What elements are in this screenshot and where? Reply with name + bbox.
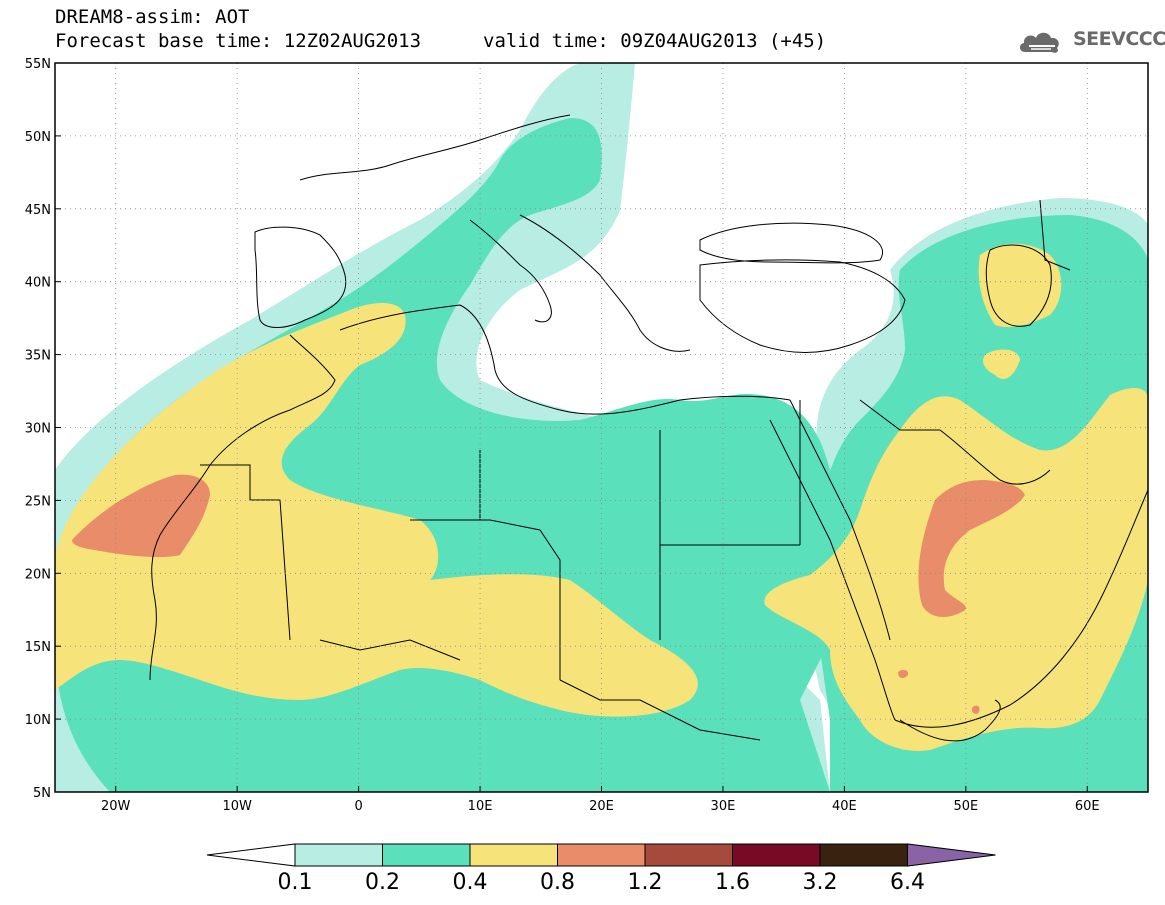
- colorbar-label: 0.4: [452, 870, 488, 895]
- lat-tick-label: 55N: [25, 57, 51, 72]
- colorbar-swatch: [382, 843, 471, 867]
- lon-tick-label: 30E: [711, 799, 736, 814]
- lat-tick-label: 40N: [25, 276, 51, 291]
- aot-level-0.4: [55, 243, 1148, 751]
- lat-tick-label: 20N: [25, 567, 51, 582]
- valid-time: valid time: 09Z04AUG2013 (+45): [483, 30, 827, 52]
- colorbar-swatch: [557, 843, 646, 867]
- colorbar-swatch: [469, 843, 558, 867]
- lon-tick-label: 50E: [953, 799, 978, 814]
- logo-text: SEEVCCC: [1073, 28, 1165, 50]
- cloud-icon: [1019, 32, 1059, 53]
- colorbar-label: 0.8: [540, 870, 575, 895]
- lat-tick-label: 10N: [25, 713, 51, 728]
- grid-lines: [55, 63, 1148, 792]
- lon-tick-label: 10E: [468, 799, 493, 814]
- colorbar-swatch: [819, 843, 908, 867]
- colorbar-label: 3.2: [802, 870, 838, 895]
- lon-tick-label: 60E: [1075, 799, 1100, 814]
- lon-tick-label: 40E: [832, 799, 857, 814]
- colorbar-arrow-high: [907, 843, 996, 867]
- colorbar-label: 0.1: [277, 870, 313, 895]
- lon-tick-label: 10W: [222, 799, 252, 814]
- lon-tick-label: 20E: [589, 799, 614, 814]
- lat-tick-label: 35N: [25, 349, 51, 364]
- colorbar-swatch: [294, 843, 383, 867]
- lat-tick-label: 45N: [25, 203, 51, 218]
- lat-tick-label: 25N: [25, 494, 51, 509]
- colorbar: [206, 843, 996, 867]
- axis-ticks: 20W 10W 0 10E 20E 30E 40E 50E 60E 5N 10N 15N 20N 25N 3…: [25, 57, 1100, 814]
- lon-tick-label: 0: [354, 799, 362, 814]
- colorbar-label: 1.6: [715, 870, 750, 895]
- colorbar-label: 0.2: [365, 870, 400, 895]
- lon-tick-label: 20W: [101, 799, 131, 814]
- lat-tick-label: 50N: [25, 130, 51, 145]
- colorbar-swatch: [644, 843, 733, 867]
- colorbar-arrow-low: [206, 843, 296, 867]
- map-title: DREAM8-assim: AOT: [55, 6, 250, 28]
- lat-tick-label: 30N: [25, 422, 51, 437]
- lat-tick-label: 15N: [25, 640, 51, 655]
- aot-field: [55, 63, 1148, 792]
- aot-level-0.8: [72, 474, 1025, 714]
- colorbar-label: 1.2: [627, 870, 663, 895]
- colorbar-swatch: [732, 843, 821, 867]
- colorbar-label: 6.4: [890, 870, 925, 895]
- lat-tick-label: 5N: [33, 786, 51, 801]
- forecast-base-time: Forecast base time: 12Z02AUG2013: [55, 30, 422, 52]
